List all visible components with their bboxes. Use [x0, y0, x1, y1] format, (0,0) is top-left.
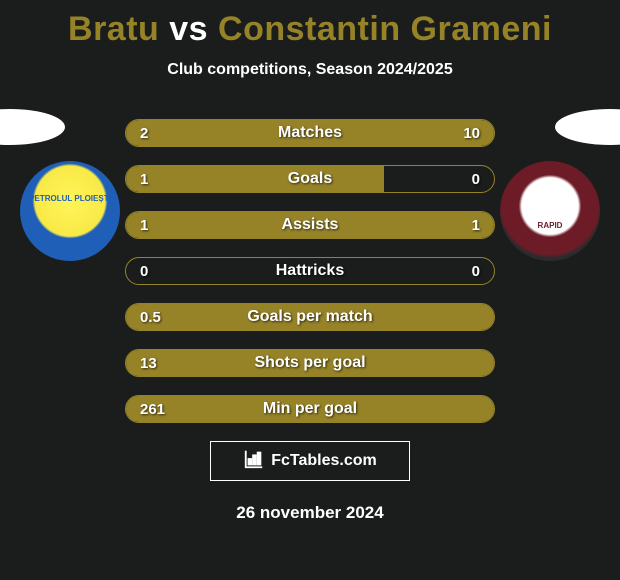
- footer-site-text: FcTables.com: [271, 452, 377, 470]
- player2-name: Constantin Grameni: [218, 10, 552, 48]
- bar-label: Goals per match: [126, 304, 494, 330]
- chart-icon: [243, 448, 265, 475]
- bar-label: Assists: [126, 212, 494, 238]
- comparison-title: Bratu vs Constantin Grameni: [0, 0, 620, 49]
- footer-branding[interactable]: FcTables.com: [210, 441, 410, 481]
- player2-photo-placeholder: [555, 109, 620, 145]
- bar-label: Goals: [126, 166, 494, 192]
- stat-bar: 11Assists: [125, 211, 495, 239]
- stat-bar: 261Min per goal: [125, 395, 495, 423]
- bar-label: Shots per goal: [126, 350, 494, 376]
- stat-bar: 210Matches: [125, 119, 495, 147]
- club-badge-right: [500, 161, 600, 261]
- stat-bar: 00Hattricks: [125, 257, 495, 285]
- bar-label: Hattricks: [126, 258, 494, 284]
- bar-label: Min per goal: [126, 396, 494, 422]
- stat-bars-container: 210Matches 10Goals 11Assists 00Hattricks 0.5…: [125, 119, 495, 423]
- vs-text: vs: [169, 10, 208, 48]
- stat-bar: 13Shots per goal: [125, 349, 495, 377]
- stat-bar: 0.5Goals per match: [125, 303, 495, 331]
- player1-name: Bratu: [68, 10, 159, 48]
- comparison-content: 210Matches 10Goals 11Assists 00Hattricks 0.5…: [0, 119, 620, 523]
- season-subtitle: Club competitions, Season 2024/2025: [0, 61, 620, 79]
- stat-bar: 10Goals: [125, 165, 495, 193]
- bar-label: Matches: [126, 120, 494, 146]
- snapshot-date: 26 november 2024: [0, 503, 620, 523]
- player1-photo-placeholder: [0, 109, 65, 145]
- club-badge-left: [20, 161, 120, 261]
